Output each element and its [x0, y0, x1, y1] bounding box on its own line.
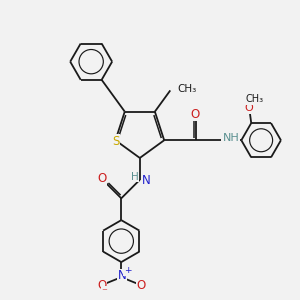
Text: NH: NH: [222, 133, 239, 143]
Text: O: O: [97, 172, 106, 185]
Text: O: O: [136, 279, 146, 292]
Text: O: O: [190, 108, 200, 121]
Text: N: N: [142, 174, 151, 187]
Text: CH₃: CH₃: [178, 84, 197, 94]
Text: +: +: [124, 266, 131, 275]
Text: S: S: [112, 135, 119, 148]
Text: O: O: [97, 279, 106, 292]
Text: CH₃: CH₃: [245, 94, 263, 104]
Text: H: H: [131, 172, 138, 182]
Text: O: O: [244, 103, 253, 113]
Text: N: N: [118, 269, 126, 282]
Text: ⁻: ⁻: [102, 287, 108, 297]
